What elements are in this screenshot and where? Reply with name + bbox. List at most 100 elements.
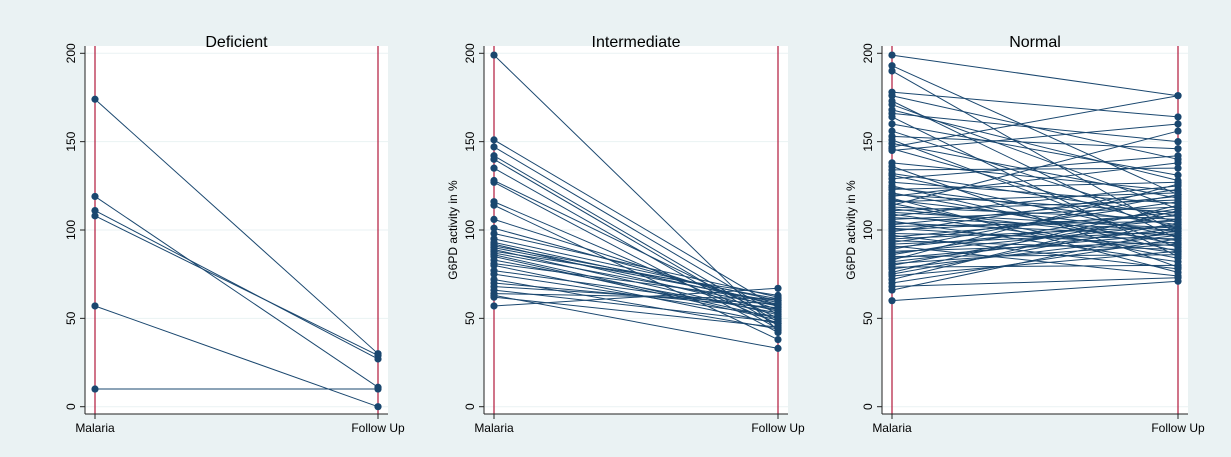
- x-tick-label: Malaria: [872, 421, 912, 435]
- data-point: [490, 143, 498, 151]
- series-line: [891, 65, 1179, 196]
- y-tick-label: 100: [861, 220, 875, 240]
- data-point: [490, 164, 498, 172]
- data-point: [1174, 247, 1182, 255]
- data-point: [888, 127, 896, 135]
- data-point: [888, 113, 896, 121]
- data-point: [1174, 171, 1182, 179]
- series-line: [891, 277, 1179, 288]
- series-line: [891, 280, 1179, 302]
- series-line: [891, 162, 1179, 197]
- y-tick-label: 0: [463, 403, 477, 410]
- y-tick-label: 150: [463, 131, 477, 151]
- data-point: [1174, 92, 1182, 100]
- data-point: [1174, 226, 1182, 234]
- data-point: [888, 286, 896, 294]
- data-point: [490, 293, 498, 301]
- data-point: [1174, 240, 1182, 248]
- y-tick-label: 150: [861, 131, 875, 151]
- data-point: [1174, 120, 1182, 128]
- markers: [91, 95, 382, 411]
- data-point: [774, 300, 782, 308]
- x-tick-label: Malaria: [474, 421, 514, 435]
- series-line: [891, 199, 1179, 233]
- series-lines: [94, 98, 379, 408]
- panel-title: Normal: [1009, 34, 1061, 51]
- series-line: [493, 278, 779, 330]
- series-line: [891, 238, 1179, 284]
- series-line: [891, 234, 1179, 270]
- series-line: [891, 204, 1179, 273]
- series-line: [493, 250, 779, 296]
- series-line: [891, 185, 1179, 217]
- data-point: [774, 318, 782, 326]
- series-line: [493, 296, 779, 328]
- series-line: [493, 294, 779, 349]
- series-line: [493, 287, 779, 307]
- data-point: [91, 212, 99, 220]
- series-lines: [493, 54, 779, 349]
- series-line: [891, 241, 1179, 252]
- data-point: [374, 385, 382, 393]
- panel-title: Deficient: [205, 34, 268, 51]
- series-line: [493, 264, 779, 325]
- data-point: [1174, 235, 1182, 243]
- series-line: [891, 181, 1179, 204]
- series-line: [891, 130, 1179, 206]
- series-line: [891, 183, 1179, 261]
- data-point: [888, 100, 896, 109]
- series-line: [891, 211, 1179, 229]
- data-point: [888, 297, 896, 305]
- x-tick-label: Follow Up: [351, 421, 405, 435]
- y-tick-label: 100: [64, 220, 78, 240]
- series-line: [891, 112, 1179, 143]
- series-line: [493, 286, 779, 305]
- data-point: [490, 261, 498, 269]
- data-point: [374, 351, 382, 360]
- data-point: [774, 323, 782, 331]
- series-line: [493, 54, 779, 332]
- data-point: [490, 215, 498, 223]
- data-point: [1174, 201, 1182, 209]
- series-line: [891, 181, 1179, 190]
- series-line: [493, 139, 779, 309]
- series-line: [891, 95, 1179, 148]
- data-point: [1174, 145, 1182, 153]
- y-tick-label: 150: [64, 131, 78, 151]
- series-line: [891, 225, 1179, 240]
- data-point: [774, 344, 782, 352]
- series-line: [94, 215, 379, 356]
- data-point: [888, 62, 896, 70]
- data-point: [1174, 180, 1182, 188]
- series-lines: [891, 54, 1179, 302]
- series-line: [493, 263, 779, 302]
- markers: [888, 51, 1182, 305]
- data-point: [1174, 159, 1182, 167]
- markers: [490, 51, 782, 352]
- series-line: [493, 180, 779, 319]
- series-line: [891, 203, 1179, 259]
- series-line: [493, 247, 779, 303]
- series-line: [891, 222, 1179, 275]
- data-point: [888, 120, 896, 128]
- series-line: [891, 218, 1179, 249]
- data-point: [490, 270, 498, 278]
- data-point: [490, 155, 498, 163]
- y-tick-label: 50: [463, 311, 477, 325]
- data-point: [1174, 277, 1182, 285]
- series-line: [891, 250, 1179, 277]
- series-line: [891, 213, 1179, 266]
- panel-title: Intermediate: [592, 34, 681, 51]
- data-point: [490, 51, 498, 59]
- series-line: [891, 100, 1179, 240]
- data-point: [888, 67, 896, 75]
- y-tick-label: 200: [861, 43, 875, 63]
- y-tick-label: 0: [64, 403, 78, 410]
- data-point: [1174, 206, 1182, 215]
- panel-normal: 0 50 100 150 200 Malaria Follow Up Normal G6PD a…: [844, 34, 1205, 435]
- y-tick-label: 50: [64, 311, 78, 325]
- x-tick-label: Follow Up: [751, 421, 805, 435]
- panel-deficient: 0 50 100 150 200 Malaria Follow Up Deficient: [64, 34, 405, 435]
- series-line: [493, 270, 779, 311]
